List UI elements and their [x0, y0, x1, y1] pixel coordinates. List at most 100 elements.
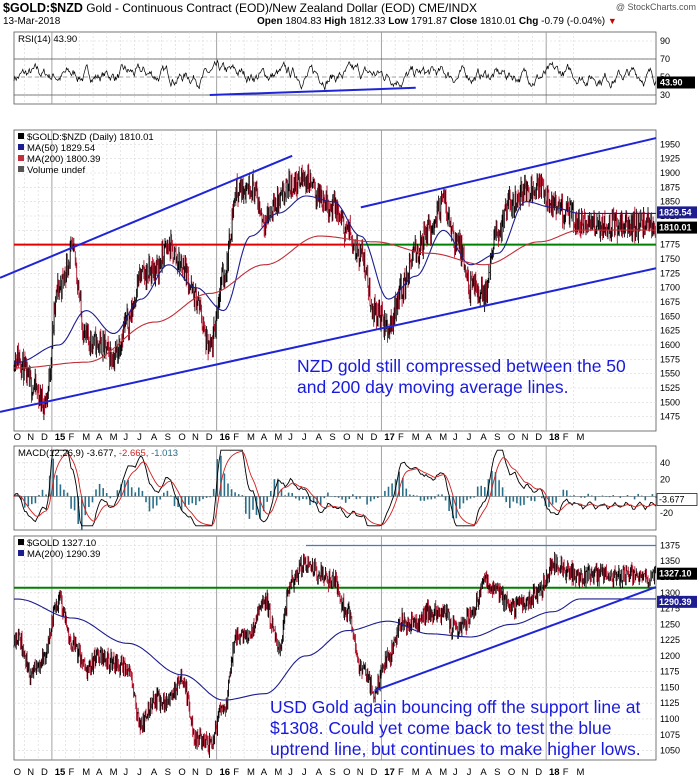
high-label: High — [324, 16, 347, 27]
x-tick-label: 18 — [549, 432, 560, 443]
x-tick-label: D — [535, 432, 542, 443]
x-tick-label: A — [480, 432, 487, 443]
x-tick-label: N — [192, 432, 199, 443]
exchange: CME/INDX — [418, 1, 478, 15]
nzd-channel-line — [0, 267, 657, 413]
low-label: Low — [388, 16, 409, 27]
open-value: 1804.83 — [285, 16, 322, 27]
y-tick-label: 1700 — [660, 283, 680, 293]
nzd-ma200-line — [14, 229, 656, 369]
nzd-channel-line — [360, 137, 657, 209]
y-tick-label: 1350 — [660, 556, 680, 566]
x-tick-label: M — [274, 767, 282, 778]
x-tick-label: A — [151, 767, 158, 778]
y-tick-label: 1225 — [660, 635, 680, 645]
nzd-ma50-line — [14, 195, 656, 363]
x-tick-label: J — [453, 432, 458, 443]
x-tick-label: A — [425, 432, 432, 443]
usd-legend-swatch — [18, 539, 24, 545]
x-tick-label: D — [41, 432, 48, 443]
x-tick-label: N — [357, 432, 364, 443]
macd-legend-part: -3.677, — [84, 448, 116, 459]
price-legend-text: MA(50) 1829.54 — [27, 143, 95, 154]
x-tick-label: S — [329, 767, 335, 778]
usd-legend-text: $GOLD 1327.10 — [27, 538, 96, 549]
y-tick-label: 40 — [660, 458, 670, 468]
x-tick-label: M — [82, 767, 90, 778]
y-tick-label: 1100 — [660, 714, 679, 724]
y-tick-label: 1900 — [660, 168, 680, 178]
x-tick-label: A — [316, 432, 323, 443]
x-tick-label: J — [302, 432, 307, 443]
price-legend-swatch — [18, 155, 24, 161]
symbol: $GOLD:$NZD — [3, 1, 83, 15]
macd-legend-part: -1.013 — [148, 448, 178, 459]
x-tick-label: A — [96, 432, 103, 443]
chart-header: $GOLD:$NZD Gold - Continuous Contract (E… — [0, 0, 700, 30]
macd-last-value-tag — [656, 493, 698, 506]
x-tick-label: A — [425, 767, 432, 778]
x-tick-label: J — [453, 767, 458, 778]
usd-last-value-tag — [657, 595, 697, 608]
y-tick-label: 30 — [660, 90, 670, 100]
x-tick-label: 16 — [220, 767, 231, 778]
x-tick-label: M — [439, 432, 447, 443]
x-tick-label: J — [288, 432, 293, 443]
y-tick-label: 1050 — [660, 746, 680, 756]
y-tick-label: 1150 — [660, 682, 679, 692]
x-tick-label: M — [110, 767, 118, 778]
x-tick-label: A — [261, 432, 268, 443]
rsi-last-value-tag — [657, 76, 695, 89]
y-tick-label: 1550 — [660, 369, 680, 379]
y-tick-label: 1925 — [660, 154, 680, 164]
price-last-value-text: 1810.01 — [659, 223, 692, 233]
symbol-description: Gold - Continuous Contract (EOD)/New Zea… — [86, 1, 415, 15]
x-tick-label: M — [274, 432, 282, 443]
usd-annotation: USD Gold again bouncing off the support … — [270, 697, 641, 759]
x-tick-label: J — [288, 767, 293, 778]
y-tick-label: 1475 — [660, 412, 680, 422]
y-tick-label: 90 — [660, 36, 670, 46]
y-tick-label: 1775 — [660, 240, 680, 250]
x-tick-label: M — [576, 432, 584, 443]
usd-legend-swatch — [18, 550, 24, 556]
x-tick-label: M — [412, 432, 420, 443]
y-tick-label: 70 — [660, 54, 670, 64]
y-tick-label: 1575 — [660, 354, 680, 364]
x-tick-label: A — [261, 767, 268, 778]
usd-ma200-line — [14, 598, 656, 701]
y-tick-label: 1725 — [660, 268, 680, 278]
y-tick-label: 1875 — [660, 182, 680, 192]
x-tick-label: S — [494, 432, 500, 443]
x-tick-label: J — [302, 767, 307, 778]
price-legend-swatch — [18, 166, 24, 172]
y-tick-label: 1650 — [660, 311, 680, 321]
chart-date: 13-Mar-2018 — [3, 16, 61, 27]
y-tick-label: 1375 — [660, 540, 680, 550]
y-tick-label: 1625 — [660, 326, 680, 336]
panel-frame-usd — [13, 535, 657, 761]
x-tick-label: N — [192, 767, 199, 778]
usd-uptrend-line — [374, 586, 657, 692]
macd-line — [13, 449, 657, 527]
y-tick-label: 20 — [660, 475, 670, 485]
price-legend-text: MA(200) 1800.39 — [27, 154, 100, 165]
x-tick-label: 17 — [384, 767, 395, 778]
chg-label: Chg — [518, 16, 539, 27]
rsi-trendline — [209, 86, 416, 96]
x-tick-label: S — [494, 767, 500, 778]
x-tick-label: M — [110, 432, 118, 443]
x-tick-label: O — [508, 432, 515, 443]
y-tick-label: 1600 — [660, 340, 680, 350]
x-tick-label: F — [398, 767, 404, 778]
x-tick-label: A — [96, 767, 103, 778]
price-legend-swatch — [18, 133, 24, 139]
y-tick-label: 1300 — [660, 588, 680, 598]
x-tick-label: F — [563, 767, 569, 778]
chg-value: -0.79 (-0.04%) — [541, 16, 606, 27]
x-tick-label: 15 — [55, 432, 66, 443]
x-tick-label: J — [467, 432, 472, 443]
nzd-channel-line — [0, 154, 293, 279]
x-tick-label: F — [233, 432, 239, 443]
price-last-value-tag — [657, 221, 697, 234]
